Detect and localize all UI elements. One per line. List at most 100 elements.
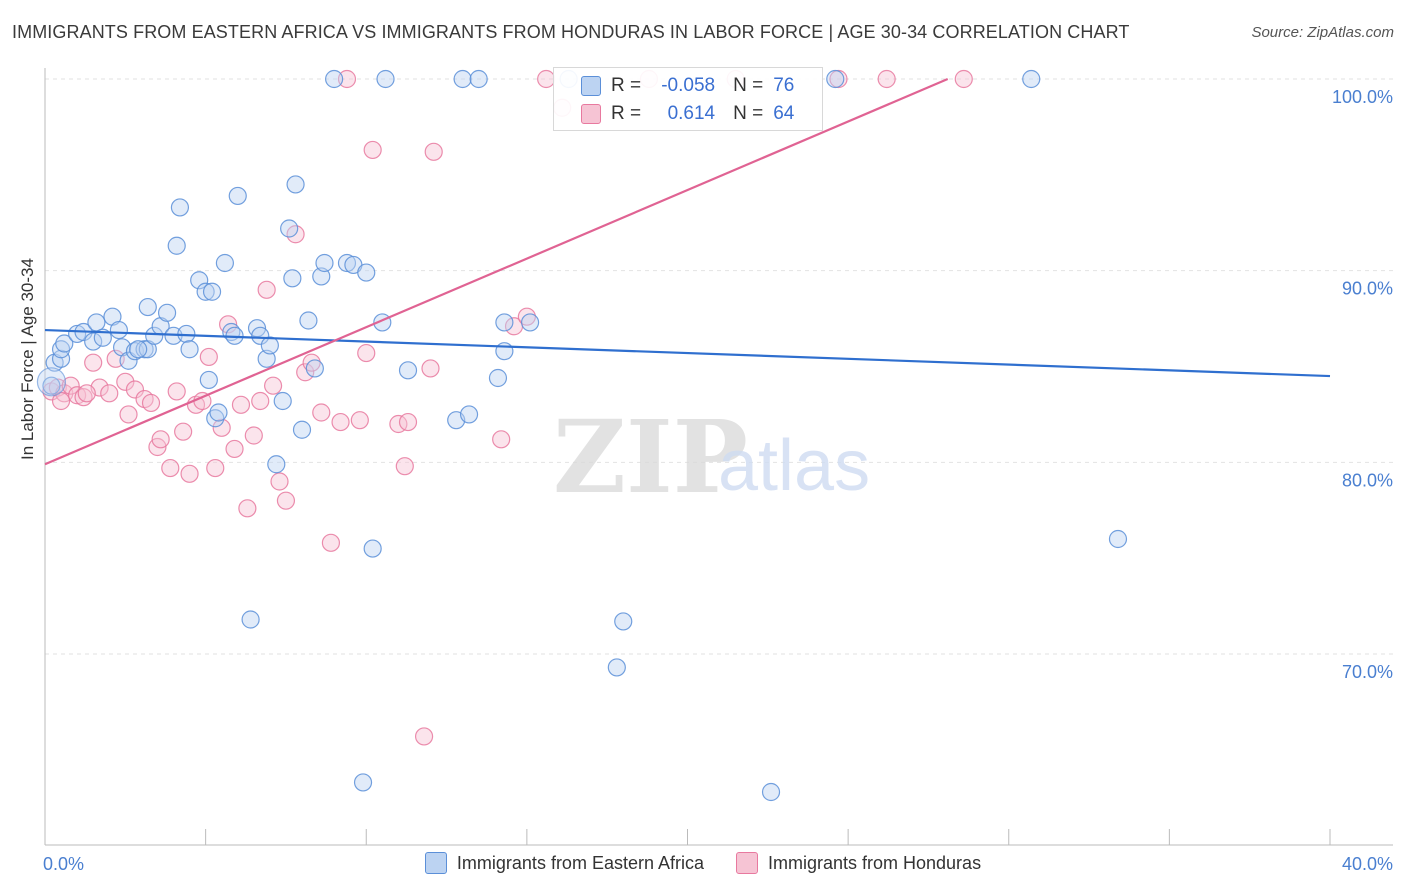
x-tick-label: 40.0% (1342, 854, 1393, 874)
honduras-point (357, 343, 376, 363)
eastern-africa-point (299, 311, 318, 330)
eastern-africa-point (1108, 529, 1128, 549)
eastern-africa-point (157, 303, 177, 322)
series-honduras (42, 69, 973, 746)
chart-title: IMMIGRANTS FROM EASTERN AFRICA VS IMMIGR… (12, 22, 1130, 42)
x-tick-label: 0.0% (43, 854, 84, 874)
stats-row-pink: R = 0.614 N = 64 (554, 100, 794, 128)
eastern-africa-point (267, 455, 286, 474)
r-label-pink: R = (611, 103, 642, 124)
n-value-blue: 76 (773, 75, 795, 96)
trend-line-honduras (44, 77, 949, 466)
honduras-point (225, 439, 244, 459)
honduras-point (276, 491, 296, 510)
honduras-point (398, 412, 418, 432)
eastern-africa-point (202, 282, 222, 301)
eastern-africa-point (68, 324, 87, 344)
bottom-legend: Immigrants from Eastern Africa Immigrant… (0, 852, 1406, 874)
n-label-blue: N = (733, 75, 764, 96)
r-value-pink: 0.614 (667, 103, 716, 124)
eastern-africa-point (761, 782, 781, 802)
honduras-point (421, 359, 440, 378)
legend-blue-swatch (424, 852, 447, 874)
honduras-point (100, 384, 119, 403)
eastern-africa-point (109, 320, 128, 340)
eastern-africa-point (138, 297, 157, 317)
eastern-africa-point (286, 175, 305, 194)
eastern-africa-point (87, 313, 106, 332)
eastern-africa-point (257, 349, 276, 368)
eastern-africa-point (305, 359, 324, 378)
honduras-point (161, 458, 180, 478)
watermark-atlas: atlas (718, 426, 870, 506)
honduras-point (517, 307, 536, 326)
blue-swatch (581, 76, 601, 96)
watermark-zip: ZIP (553, 398, 748, 516)
honduras-point (84, 353, 103, 372)
legend-item-honduras[interactable]: Immigrants from Honduras (736, 852, 981, 874)
r-value-blue: -0.058 (661, 75, 716, 96)
eastern-africa-point (488, 368, 508, 388)
honduras-point (312, 403, 331, 422)
eastern-africa-point (145, 326, 164, 345)
series-eastern-africa (36, 69, 1128, 802)
eastern-africa-point (495, 313, 514, 332)
eastern-africa-point (228, 186, 247, 206)
honduras-point (331, 412, 350, 432)
stats-legend-box: R = -0.058 N = 76 R = 0.614 N = 64 (553, 67, 823, 131)
honduras-point (238, 499, 257, 518)
y-tick-label: 80.0% (1342, 470, 1393, 490)
eastern-africa-point (84, 332, 103, 351)
n-value-pink: 64 (773, 103, 795, 124)
source-label: Source: ZipAtlas.com (1251, 24, 1394, 41)
eastern-africa-point (251, 326, 270, 345)
eastern-africa-point (337, 253, 357, 273)
honduras-point (414, 727, 434, 746)
n-label-pink: N = (733, 103, 764, 124)
gridlines (45, 78, 1393, 655)
honduras-point (167, 382, 186, 401)
honduras-point (302, 353, 321, 372)
legend-blue-label: Immigrants from Eastern Africa (456, 852, 704, 873)
honduras-point (337, 69, 357, 89)
honduras-point (296, 363, 315, 382)
honduras-point (174, 422, 193, 441)
eastern-africa-point (292, 420, 312, 439)
eastern-africa-point (357, 263, 376, 282)
honduras-point (125, 380, 145, 399)
eastern-africa-point (190, 271, 209, 290)
tick-labels: 70.0% 80.0% 90.0% 100.0% 0.0% 40.0% (43, 87, 1393, 874)
eastern-africa-point (170, 198, 190, 217)
honduras-point (244, 426, 263, 445)
honduras-point (954, 69, 973, 89)
eastern-africa-point (167, 236, 186, 255)
honduras-point (492, 430, 511, 449)
eastern-africa-point (363, 539, 382, 558)
eastern-africa-point (260, 336, 279, 355)
legend-pink-label: Immigrants from Honduras (768, 852, 982, 873)
trend-lines (44, 77, 1331, 466)
honduras-point (270, 472, 289, 491)
eastern-africa-point (280, 219, 299, 238)
y-axis-label: In Labor Force | Age 30-34 (18, 258, 37, 460)
eastern-africa-point (453, 69, 472, 89)
eastern-africa-point (206, 409, 225, 428)
legend-item-eastern-africa[interactable]: Immigrants from Eastern Africa (424, 852, 704, 874)
eastern-africa-point (315, 253, 334, 273)
honduras-point (151, 430, 170, 449)
eastern-africa-cluster-point (36, 367, 67, 397)
r-label-blue: R = (611, 75, 642, 96)
eastern-africa-point (520, 313, 540, 332)
eastern-africa-point (42, 376, 61, 395)
eastern-africa-point (129, 340, 148, 359)
y-tick-label: 70.0% (1342, 662, 1393, 682)
eastern-africa-point (607, 658, 626, 677)
honduras-point (212, 418, 231, 437)
eastern-africa-point (325, 69, 344, 89)
honduras-point (141, 393, 161, 413)
honduras-point (116, 372, 135, 391)
honduras-point (424, 142, 443, 161)
honduras-point (199, 347, 218, 367)
honduras-point (180, 464, 199, 483)
